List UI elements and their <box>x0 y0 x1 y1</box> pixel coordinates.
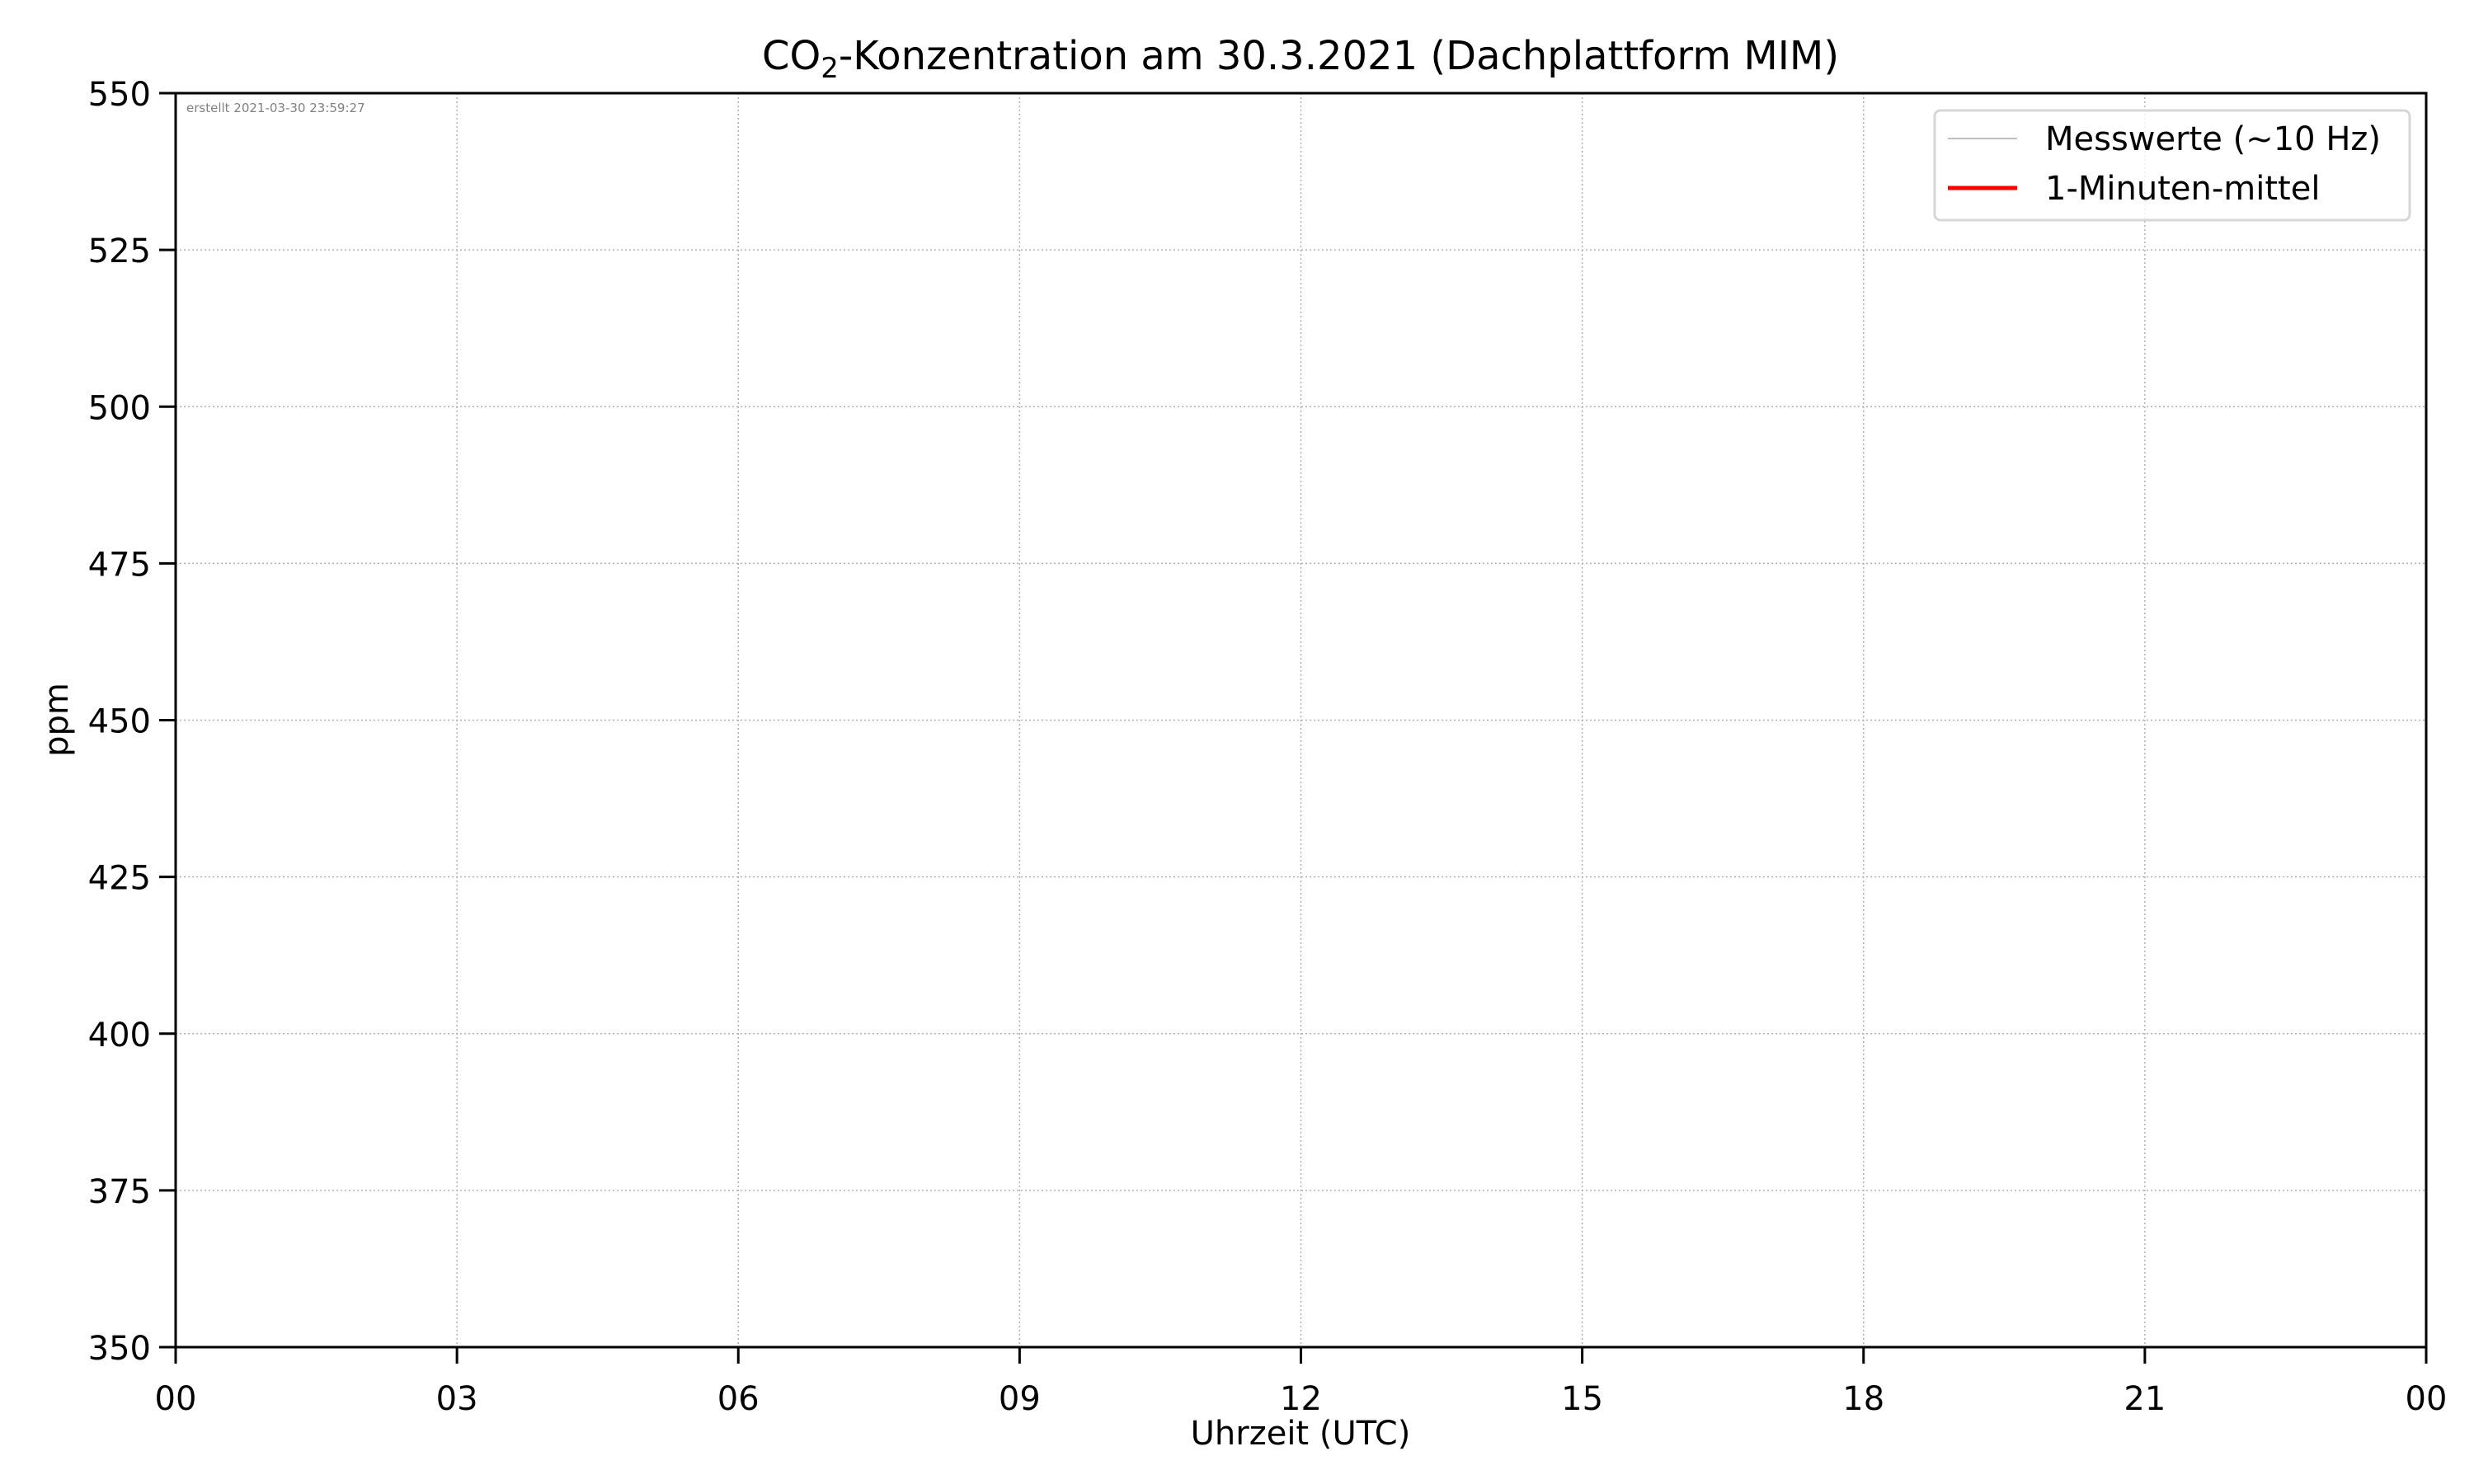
x-tick-label: 03 <box>436 1380 478 1418</box>
legend-label-1-minuten-mittel: 1-Minuten-mittel <box>2045 170 2320 208</box>
y-tick-label: 450 <box>88 703 151 741</box>
x-tick-label: 15 <box>1561 1380 1603 1418</box>
legend: Messwerte (~10 Hz) 1-Minuten-mittel <box>1933 109 2411 222</box>
legend-label-messwerte: Messwerte (~10 Hz) <box>2045 120 2381 158</box>
x-tick-label: 00 <box>155 1380 197 1418</box>
x-tick-label: 06 <box>717 1380 760 1418</box>
y-tick-label: 425 <box>88 860 151 898</box>
y-tick-label: 475 <box>88 546 151 584</box>
y-axis-label: ppm <box>38 683 76 757</box>
x-axis-label: Uhrzeit (UTC) <box>1191 1415 1411 1453</box>
x-tick-label: 12 <box>1280 1380 1322 1418</box>
x-tick-label: 00 <box>2406 1380 2448 1418</box>
created-annotation: erstellt 2021-03-30 23:59:27 <box>186 101 365 115</box>
y-tick-label: 500 <box>88 389 151 427</box>
y-axis: 350 375 400 425 450 475 500 525 550 <box>88 76 176 1368</box>
legend-box <box>1933 109 2411 222</box>
y-tick-label: 550 <box>88 76 151 114</box>
y-tick-label: 400 <box>88 1017 151 1054</box>
x-tick-label: 09 <box>999 1380 1041 1418</box>
x-axis: 00 03 06 09 12 15 18 21 00 <box>155 1347 2448 1418</box>
y-tick-label: 375 <box>88 1173 151 1211</box>
x-tick-label: 18 <box>1842 1380 1884 1418</box>
y-tick-label: 350 <box>88 1330 151 1368</box>
chart-title: CO2-Konzentration am 30.3.2021 (Dachplat… <box>762 33 1839 85</box>
x-tick-label: 21 <box>2124 1380 2166 1418</box>
y-tick-label: 525 <box>88 232 151 270</box>
